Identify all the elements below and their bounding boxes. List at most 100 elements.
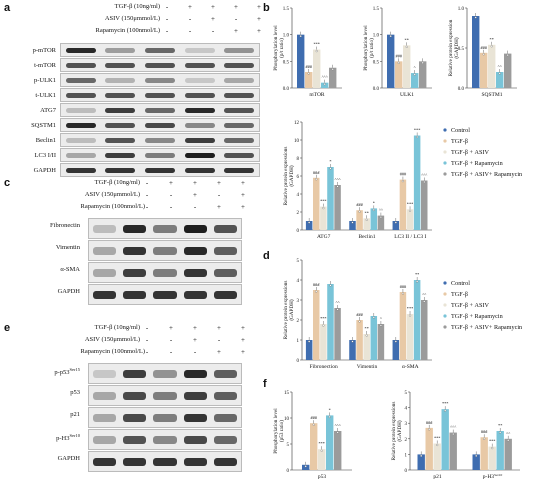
y-tick-label: 0.0 — [458, 87, 465, 92]
blot-band — [105, 122, 136, 128]
y-tick-label: 4 — [405, 407, 408, 412]
data-point — [394, 221, 397, 224]
blot-band — [153, 457, 177, 466]
blot-label: Fibronectin — [50, 222, 80, 229]
treat-label-rapamycin: Rapamycin (100nmol/L) — [80, 203, 145, 210]
y-tick-label: 2 — [297, 211, 300, 216]
blot-band — [214, 290, 238, 299]
chart-bar — [387, 34, 395, 88]
blot-label: p-mTOR — [32, 47, 56, 54]
data-point — [401, 292, 404, 295]
blot-label: p-H3Ser10 — [56, 433, 80, 443]
y-tick-label: 0.0 — [373, 87, 380, 92]
blot-band — [144, 167, 176, 173]
blot-band — [65, 167, 96, 173]
y-axis-label: Relative protein expressions — [283, 281, 289, 340]
legend-marker — [443, 139, 447, 143]
chart-bar — [392, 221, 400, 230]
y-tick-label: 2 — [405, 438, 408, 443]
data-point — [322, 324, 325, 327]
blot-band — [65, 77, 96, 83]
chart-bar — [480, 52, 488, 88]
chart-bar — [370, 208, 378, 230]
significance-label: * — [329, 407, 331, 412]
chart-bar — [406, 314, 414, 360]
data-point — [444, 409, 447, 412]
blot-band — [123, 268, 147, 277]
chart-bar — [472, 16, 480, 88]
treatment-sign: - — [217, 336, 221, 344]
data-point — [483, 437, 486, 440]
chart-bar — [406, 209, 414, 230]
chart-bar — [305, 340, 313, 360]
chart-bar — [449, 432, 457, 470]
y-tick-label: 0.5 — [283, 60, 290, 65]
treatment-sign: + — [257, 15, 261, 23]
blot-band — [92, 246, 116, 255]
blot-band — [144, 137, 176, 143]
legend-label: TGF-β + ASIV — [451, 302, 489, 309]
blot-image — [88, 284, 242, 305]
significance-label: ** — [365, 326, 369, 331]
blot-band — [153, 435, 177, 444]
significance-label: ^^^ — [322, 75, 328, 80]
blot-band — [224, 47, 255, 53]
chart-bar — [310, 423, 318, 470]
significance-label: ^^ — [506, 431, 510, 436]
y-axis-label: (GAPDH) — [396, 420, 403, 442]
treatment-sign: + — [241, 348, 245, 356]
blot-image — [60, 133, 260, 147]
blot-band — [224, 167, 255, 173]
x-tick-label: Fibronection — [310, 364, 338, 370]
data-point — [336, 431, 339, 434]
y-tick-label: 1 — [405, 453, 408, 458]
legend-marker — [443, 128, 447, 132]
chart-bar — [403, 45, 411, 88]
data-point — [397, 61, 400, 64]
treat-label-tgfb: TGF-β (10ng/ml) — [94, 179, 140, 186]
blot-band — [184, 62, 215, 68]
blot-band — [224, 92, 255, 98]
chart-bar — [320, 206, 327, 230]
blot-band — [144, 62, 176, 68]
y-tick-label: 3 — [405, 422, 408, 427]
chart-bar — [480, 437, 488, 470]
treatment-sign: + — [234, 3, 238, 11]
blot-band — [144, 77, 176, 83]
chart-bar — [302, 464, 310, 470]
data-point — [416, 135, 419, 139]
blot-band — [153, 224, 177, 233]
panel-letter-a: a — [4, 2, 11, 14]
treatment-sign: + — [241, 179, 245, 187]
data-point — [336, 308, 339, 311]
significance-label: ### — [356, 202, 363, 207]
blot-band — [224, 137, 255, 143]
y-tick-label: 4 — [297, 193, 300, 198]
legend-label: TGF-β + Rapamycin — [451, 313, 503, 320]
data-point — [475, 454, 478, 457]
significance-label: *** — [414, 128, 420, 133]
data-point — [328, 415, 331, 418]
blot-band — [105, 167, 136, 173]
treatment-sign: - — [193, 203, 197, 211]
treatment-sign: + — [217, 348, 221, 356]
blot-band — [183, 369, 207, 378]
chart-bar — [496, 431, 504, 470]
significance-label: *** — [442, 401, 448, 406]
y-axis-label: Phosphorylation level — [363, 25, 369, 71]
data-point — [413, 73, 416, 76]
significance-label: ### — [313, 170, 320, 175]
y-tick-label: 5 — [297, 259, 300, 264]
treatment-sign: - — [211, 27, 215, 35]
blot-band — [65, 122, 96, 128]
significance-label: *** — [489, 439, 495, 444]
treatment-sign: - — [169, 348, 173, 356]
data-point — [329, 284, 332, 287]
blot-band — [183, 413, 207, 422]
blot-band — [214, 246, 238, 255]
blot-band — [65, 47, 96, 53]
blot-band — [184, 137, 215, 143]
treatment-sign: - — [188, 15, 192, 23]
x-tick-label: mTOR — [309, 92, 325, 98]
treat-label-tgfb: TGF-β (10ng/ml) — [114, 3, 160, 10]
